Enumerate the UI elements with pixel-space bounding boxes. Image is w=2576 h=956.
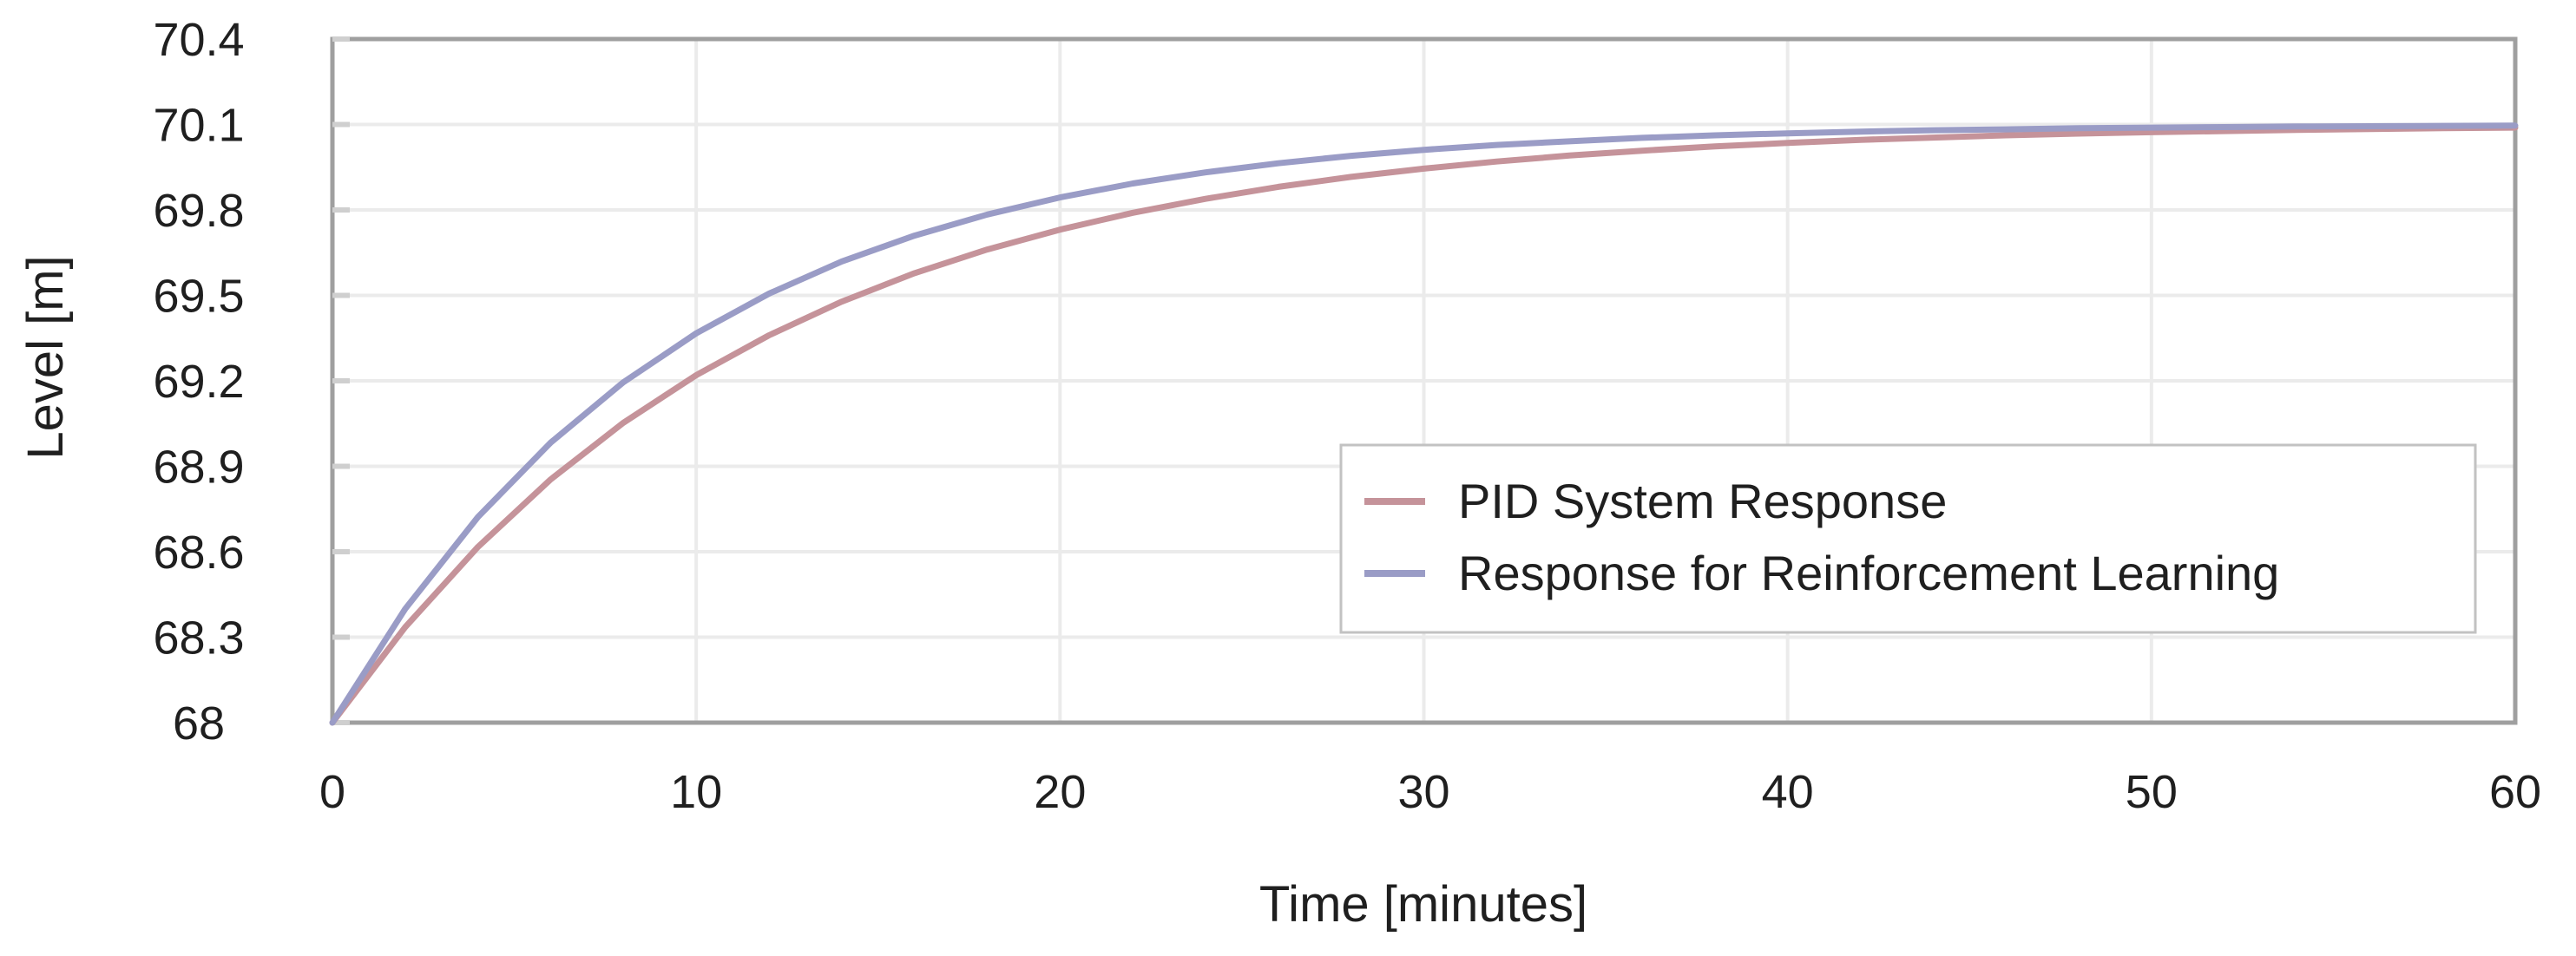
y-axis-tick-labels: 68 68.3 68.6 68.9 69.2 69.5 69.8 70.1 70.4 bbox=[153, 14, 244, 750]
axis-tick-marks bbox=[332, 36, 350, 725]
x-tick-label: 50 bbox=[2126, 766, 2178, 818]
y-tick-label: 70.4 bbox=[153, 14, 244, 66]
y-tick-label: 69.5 bbox=[153, 271, 244, 323]
y-tick-label: 69.8 bbox=[153, 185, 244, 237]
y-axis-title: Level [m] bbox=[17, 255, 74, 459]
y-tick-label: 68.9 bbox=[153, 442, 244, 494]
x-axis-title: Time [minutes] bbox=[1259, 876, 1587, 933]
series-line-rl bbox=[329, 122, 2519, 726]
y-tick-label: 70.1 bbox=[153, 100, 244, 152]
gridlines bbox=[332, 39, 2515, 723]
y-tick-label: 68.3 bbox=[153, 612, 244, 665]
x-tick-label: 60 bbox=[2489, 766, 2541, 818]
x-tick-label: 30 bbox=[1397, 766, 1449, 818]
legend: PID System Response Response for Reinfor… bbox=[1339, 443, 2477, 634]
x-tick-label: 0 bbox=[319, 766, 345, 818]
legend-label-rl: Response for Reinforcement Learning bbox=[1458, 546, 2279, 600]
y-tick-label: 68.6 bbox=[153, 527, 244, 579]
x-tick-label: 10 bbox=[670, 766, 722, 818]
y-tick-label: 69.2 bbox=[153, 356, 244, 408]
x-tick-label: 40 bbox=[1762, 766, 1814, 818]
legend-box bbox=[1339, 443, 2477, 634]
series-lines bbox=[329, 122, 2519, 726]
legend-label-pid: PID System Response bbox=[1458, 474, 1947, 528]
series-line-pid bbox=[329, 124, 2519, 726]
y-tick-label: 68 bbox=[173, 697, 225, 750]
x-tick-label: 20 bbox=[1034, 766, 1086, 818]
x-axis-tick-labels: 0 10 20 30 40 50 60 bbox=[319, 766, 2541, 818]
